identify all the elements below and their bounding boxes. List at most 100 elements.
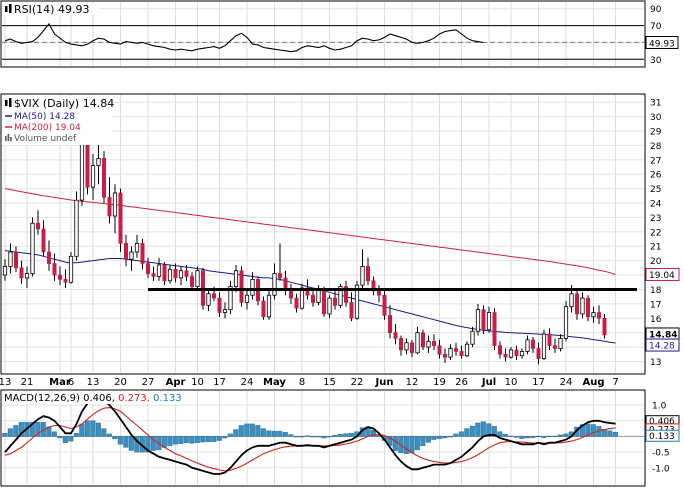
- macd-histogram-bar: [271, 430, 277, 437]
- price-tick-label: 22: [650, 228, 661, 238]
- candlestick: [404, 338, 409, 355]
- macd-histogram-bar: [128, 436, 134, 451]
- candle-up: [272, 273, 277, 296]
- macd-histogram-bar: [524, 436, 530, 439]
- price-tick-label: 17: [650, 300, 661, 310]
- candle-up: [541, 333, 547, 359]
- candlestick: [354, 280, 360, 320]
- candle-down: [19, 267, 24, 279]
- macd-histogram-bar: [590, 424, 596, 437]
- rsi-header-icon: [5, 4, 12, 13]
- candle-up: [129, 251, 134, 260]
- macd-histogram-bar: [546, 435, 552, 437]
- candlestick: [525, 335, 530, 355]
- price-title: $VIX (Daily) 14.84: [14, 97, 114, 110]
- macd-histogram-bar: [337, 434, 343, 437]
- candle-up: [316, 289, 321, 303]
- candlestick: [277, 243, 282, 281]
- candlestick: [261, 296, 266, 320]
- macd-histogram-bar: [266, 430, 272, 437]
- candlestick: [486, 306, 492, 333]
- macd-histogram-bar: [392, 436, 398, 451]
- macd-signal-value: 0.273,: [118, 393, 150, 404]
- macd-histogram-bar: [453, 433, 459, 437]
- candlestick: [190, 272, 195, 291]
- rsi-title: RSI(14) 49.93: [14, 3, 89, 16]
- candle-down: [217, 297, 222, 313]
- macd-histogram-bar: [112, 436, 118, 440]
- price-header-icon: [5, 98, 12, 107]
- price-tick-label: 28: [650, 142, 662, 152]
- x-tick-label: Apr: [166, 377, 186, 388]
- macd-histogram-bar: [469, 425, 475, 437]
- macd-histogram-bar: [579, 424, 585, 437]
- ma200-line: [4, 188, 616, 275]
- price-tick-label: 27: [650, 156, 661, 166]
- rsi-grid: [2, 2, 644, 66]
- legend-ma200: MA(200) 19.04: [14, 123, 81, 133]
- candle-up: [68, 255, 74, 283]
- candle-up: [354, 284, 360, 319]
- x-tick-label: 19: [433, 377, 446, 388]
- macd-histogram-bar: [255, 425, 261, 437]
- candle-down: [283, 277, 288, 290]
- candlestick: [591, 306, 596, 323]
- candle-up: [591, 312, 596, 318]
- candlestick: [2, 259, 8, 281]
- candle-down: [151, 273, 156, 277]
- macd-histogram-bar: [90, 420, 96, 437]
- x-tick-label: 7: [612, 377, 618, 388]
- macd-histogram-bar: [585, 423, 591, 437]
- macd-histogram-bar: [530, 436, 536, 438]
- price-tick-label: 18: [650, 286, 662, 296]
- macd-histogram-bar: [502, 434, 508, 437]
- candlestick: [552, 338, 557, 353]
- candle-down: [343, 286, 348, 303]
- macd-histogram-bar: [238, 425, 244, 437]
- macd-histogram-bar: [178, 436, 184, 444]
- candlestick: [239, 266, 244, 307]
- macd-histogram-bar: [332, 434, 338, 437]
- rsi-header-bg: [3, 3, 99, 15]
- macd-histogram-bar: [491, 426, 497, 437]
- candle-down: [453, 348, 458, 352]
- macd-histogram-bar: [442, 436, 448, 439]
- candlestick: [118, 188, 123, 253]
- candle-up: [486, 312, 492, 331]
- candlestick: [30, 217, 35, 277]
- price-tick-label: 16: [650, 315, 662, 325]
- macd-histogram-bar: [7, 428, 13, 437]
- candlestick: [266, 290, 272, 320]
- macd-histogram-bar: [425, 436, 431, 443]
- macd-tick-label: -0.5: [652, 449, 670, 459]
- candlestick: [519, 348, 525, 359]
- macd-histogram-bar: [172, 436, 178, 445]
- x-tick-label: 12: [406, 377, 419, 388]
- candlestick: [420, 329, 425, 350]
- macd-histogram-bar: [134, 436, 140, 453]
- macd-histogram-bar: [249, 423, 255, 437]
- candle-down: [552, 345, 557, 349]
- candlestick: [222, 302, 228, 319]
- macd-histogram-bar: [326, 436, 332, 438]
- candle-down: [497, 345, 502, 355]
- candlestick: [415, 326, 420, 355]
- candle-up: [244, 294, 250, 303]
- macd-histogram-bar: [145, 436, 151, 453]
- candle-down: [52, 263, 57, 276]
- rsi-plot: [4, 22, 484, 53]
- candlestick: [151, 266, 156, 281]
- x-tick-label: 6: [68, 377, 74, 388]
- candle-up: [250, 278, 255, 296]
- rsi-header: RSI(14) 49.93: [3, 3, 99, 16]
- candle-up: [228, 286, 233, 311]
- macd-histogram-bar: [62, 436, 68, 443]
- candlestick: [365, 257, 370, 286]
- candlestick: [178, 266, 184, 286]
- candle-down: [349, 302, 354, 319]
- x-tick-label: 13: [0, 377, 11, 388]
- macd-tick-label: 1.0: [652, 402, 667, 412]
- price-tick-label: 26: [650, 171, 662, 181]
- candle-up: [299, 287, 305, 309]
